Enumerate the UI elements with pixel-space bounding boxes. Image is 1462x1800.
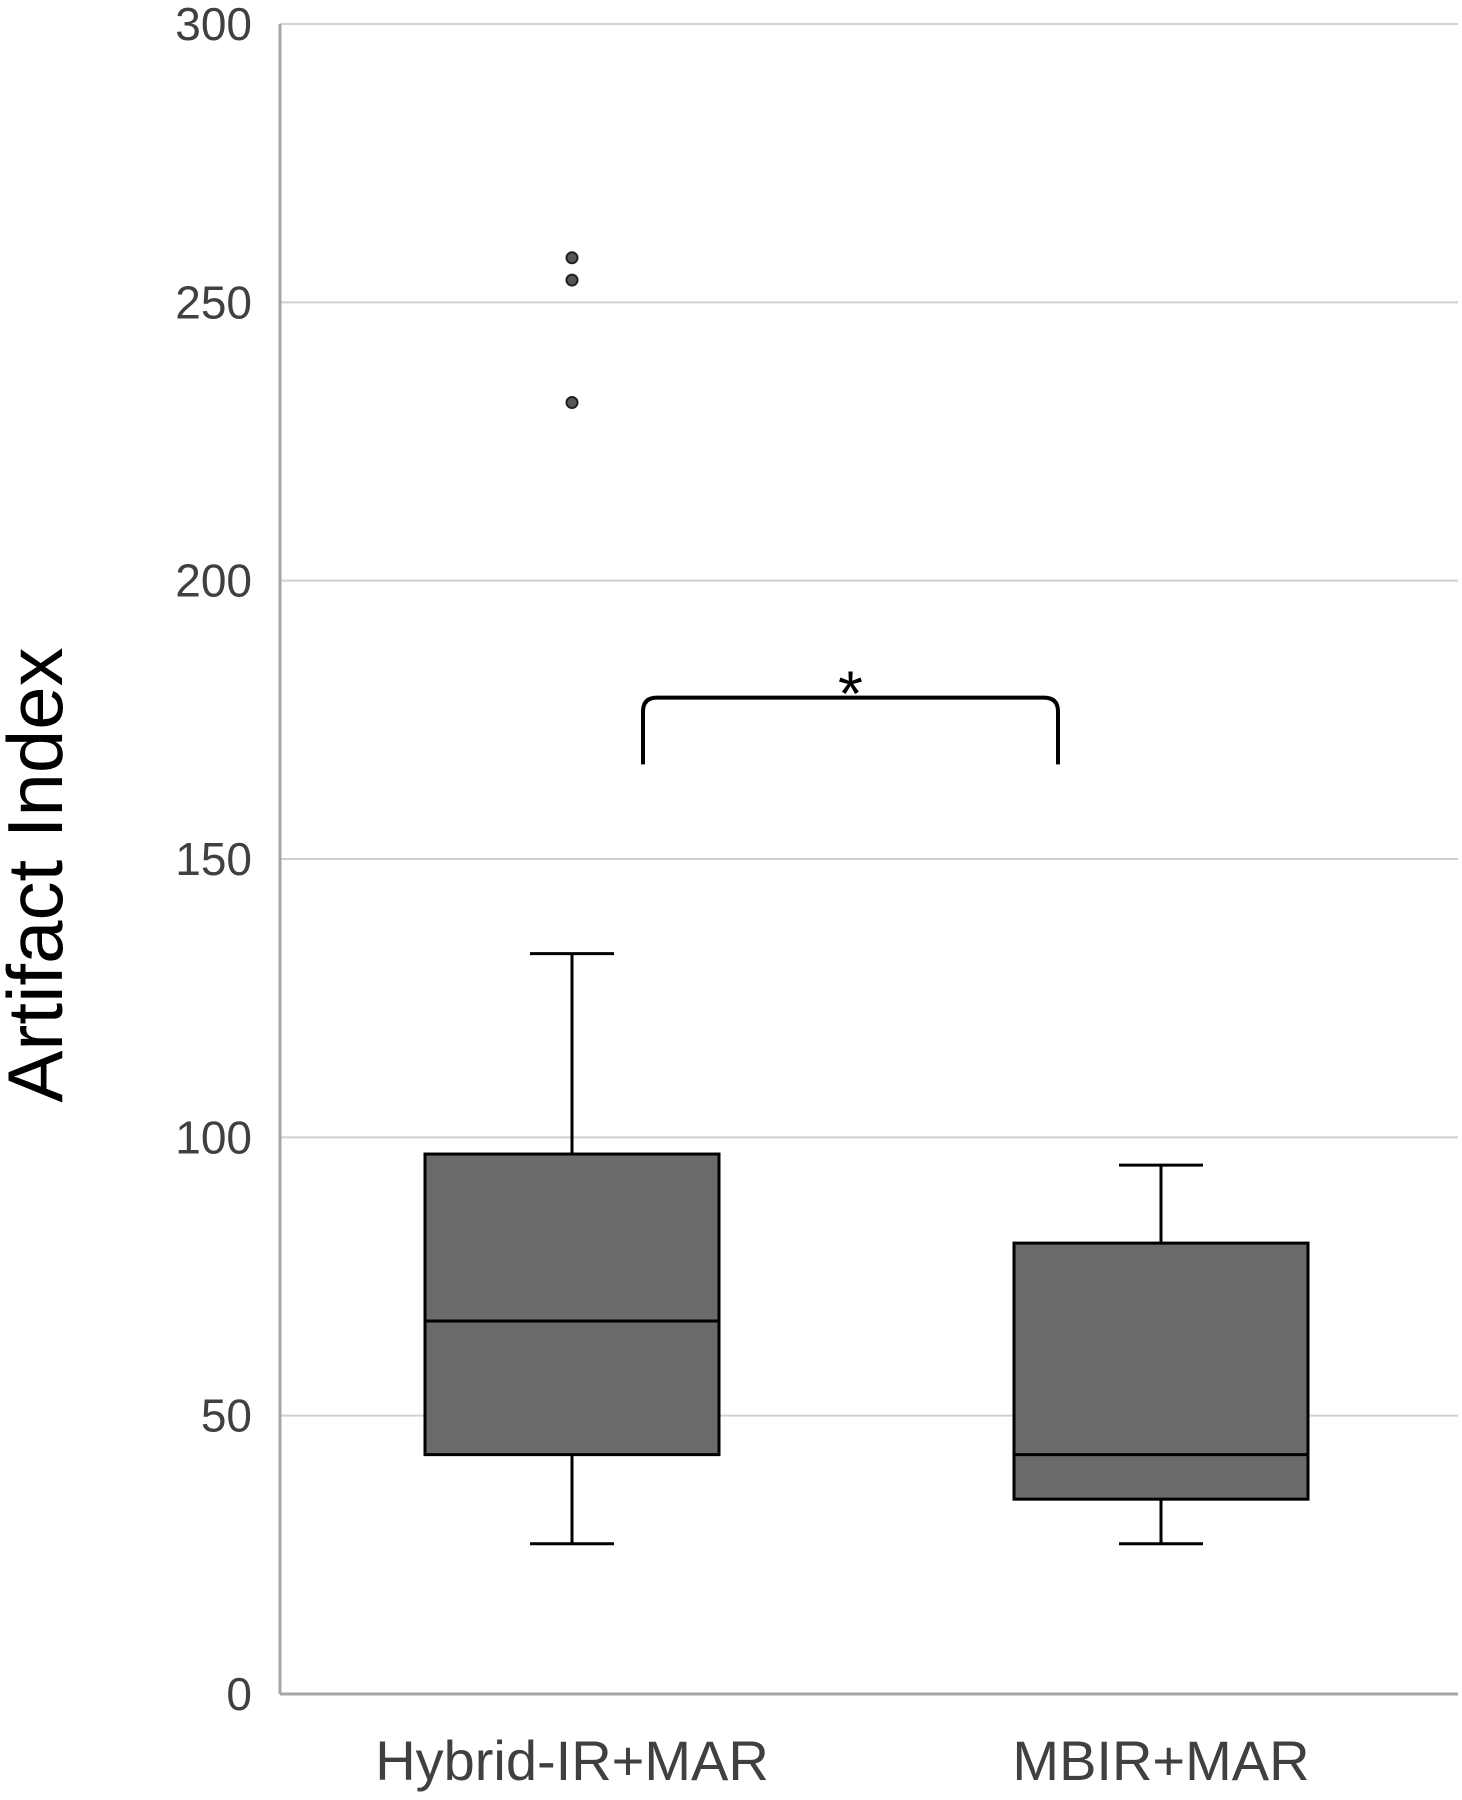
axes (278, 24, 1458, 1696)
boxes (423, 251, 1310, 1546)
significance-label: * (838, 658, 863, 730)
box-iqr (423, 1152, 721, 1457)
y-axis-title: Artifact Index (0, 647, 79, 1102)
box-iqr (1012, 1241, 1310, 1501)
box-group-2 (1012, 1163, 1310, 1546)
y-tick-labels: 0 50 100 150 200 250 300 (175, 0, 252, 1720)
outlier-point-2 (565, 273, 579, 287)
y-tick-label-200: 200 (175, 555, 252, 607)
box-group-1 (423, 251, 721, 1546)
y-tick-label-300: 300 (175, 0, 252, 50)
annotations: * (641, 658, 1060, 765)
y-tick-label-50: 50 (201, 1390, 252, 1442)
significance-bracket (641, 695, 1060, 765)
category-labels: Hybrid-IR+MAR MBIR+MAR (375, 1729, 1309, 1792)
y-tick-label-100: 100 (175, 1111, 252, 1163)
y-tick-label-250: 250 (175, 276, 252, 328)
outlier-point-3 (565, 251, 579, 265)
x-category-label-1: Hybrid-IR+MAR (375, 1729, 769, 1792)
x-category-label-2: MBIR+MAR (1012, 1729, 1309, 1792)
outlier-point-1 (565, 396, 579, 410)
y-tick-label-0: 0 (226, 1668, 252, 1720)
y-tick-label-150: 150 (175, 833, 252, 885)
